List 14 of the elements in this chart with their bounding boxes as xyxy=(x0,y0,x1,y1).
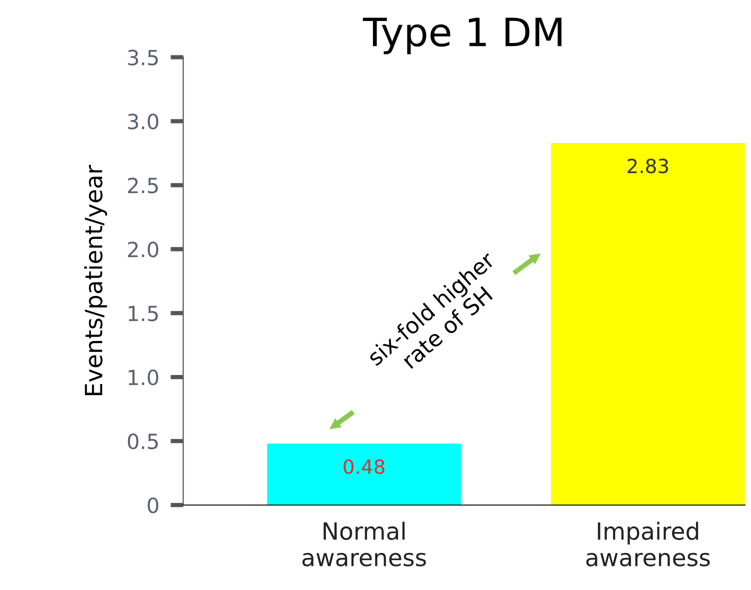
y-tick-label: 0.5 xyxy=(128,434,158,450)
data-label: 0.48 xyxy=(344,459,384,474)
y-tick-label: 3.5 xyxy=(128,50,158,66)
y-tick-label: 1.0 xyxy=(128,370,158,386)
x-tick-label: Impaired awareness xyxy=(586,522,710,566)
y-tick-label: 0 xyxy=(148,497,158,514)
chart-title: Type 1 DM xyxy=(362,18,562,54)
data-label: 2.83 xyxy=(628,158,668,174)
y-tick-label: 3.0 xyxy=(128,114,158,130)
y-axis-title: Events/patient/year xyxy=(84,164,108,396)
y-tick-label: 2.0 xyxy=(128,242,158,258)
y-tick-label: 2.5 xyxy=(128,178,158,194)
x-tick-label: Normal awareness xyxy=(302,522,426,566)
y-tick-label: 1.5 xyxy=(128,306,158,322)
